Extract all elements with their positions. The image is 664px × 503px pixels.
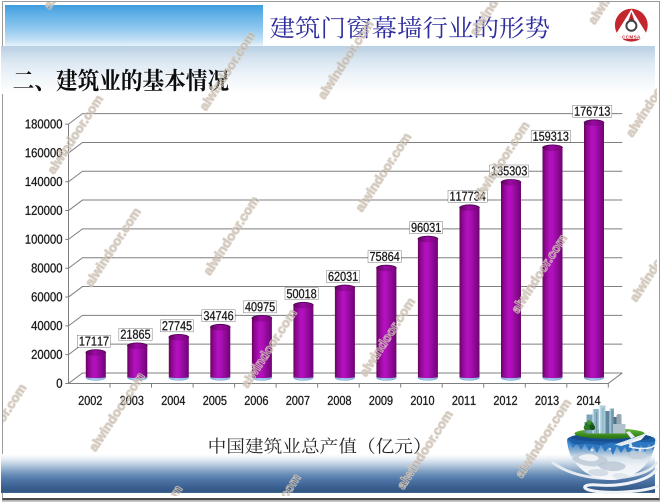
svg-text:CCMSA: CCMSA	[622, 34, 641, 39]
